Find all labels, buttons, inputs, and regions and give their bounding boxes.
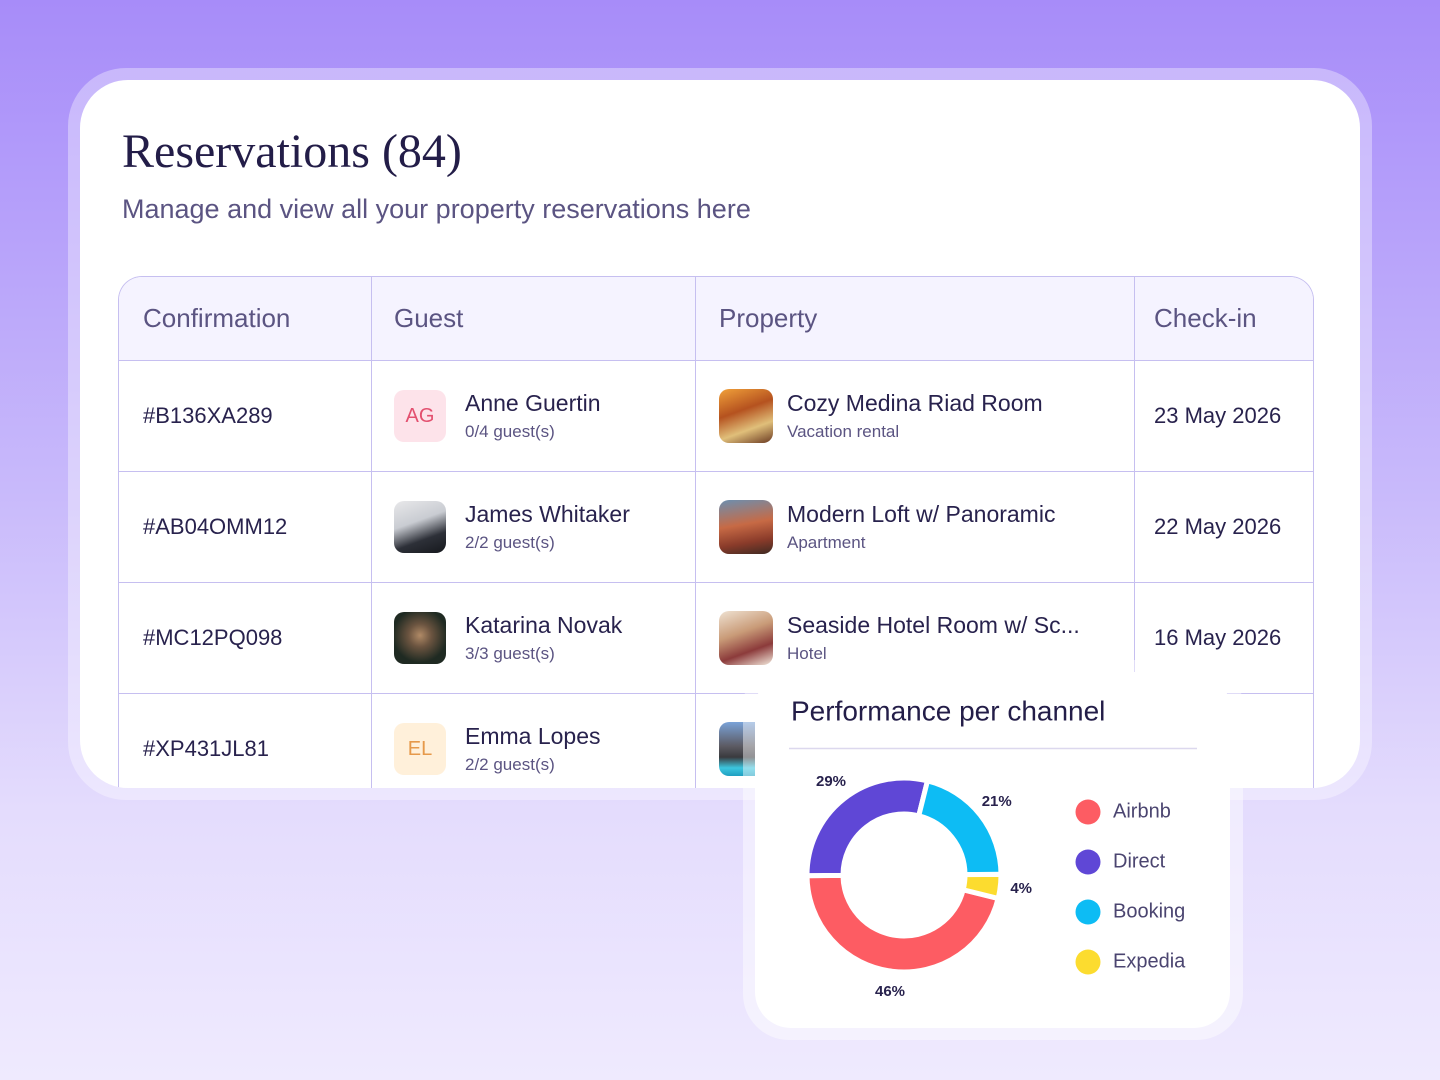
property-photo [719, 389, 773, 443]
check-in: 22 May 2026 [1134, 471, 1313, 583]
property-type: Vacation rental [787, 422, 900, 441]
property-photo [719, 611, 773, 665]
property: Seaside Hotel Room w/ Sc... Hotel [719, 611, 1133, 665]
guest-cell: EL Emma Lopes 2/2 guest(s) [371, 693, 696, 788]
legend-label: Direct [1113, 850, 1166, 872]
guest-photo [394, 501, 446, 553]
legend-label: Expedia [1113, 950, 1186, 972]
chart-card: Performance per channel 46% 29% 21% 4% Airbn… [755, 672, 1230, 1028]
reservations-card: Reservations (84) Manage and view all yo… [80, 80, 1360, 788]
property-text: Modern Loft w/ Panoramic Apartment [787, 501, 1055, 553]
value-label: 21% [982, 793, 1012, 810]
value-label: 29% [816, 773, 846, 790]
guest: EL Emma Lopes 2/2 guest(s) [394, 723, 694, 775]
property-name: Cozy Medina Riad Room [787, 390, 1043, 416]
table-row: #AB04OMM12 James Whitaker 2/2 guest(s) Mode… [119, 471, 1313, 583]
column-header: Guest [371, 277, 696, 361]
guest-name: James Whitaker [465, 501, 630, 527]
guest-count: 0/4 guest(s) [465, 422, 555, 441]
property-name: Modern Loft w/ Panoramic [787, 501, 1056, 527]
confirmation: #B136XA289 [119, 360, 372, 472]
property: Modern Loft w/ Panoramic Apartment [719, 500, 1133, 554]
legend-swatch [1075, 849, 1101, 875]
legend-label: Booking [1113, 900, 1185, 922]
donut-segment [804, 775, 931, 879]
guest-name: Anne Guertin [465, 390, 601, 416]
property-type: Hotel [787, 644, 827, 663]
guest-cell: AG Anne Guertin 0/4 guest(s) [371, 360, 696, 472]
legend-swatch [1075, 949, 1101, 975]
check-in: 23 May 2026 [1134, 360, 1313, 472]
property-photo [719, 500, 773, 554]
guest-text: James Whitaker 2/2 guest(s) [465, 501, 630, 553]
property-cell: Cozy Medina Riad Room Vacation rental [695, 360, 1135, 472]
guest-photo [394, 612, 446, 664]
table-row: #B136XA289 AG Anne Guertin 0/4 guest(s) Cozy… [119, 360, 1313, 472]
guest: Katarina Novak 3/3 guest(s) [394, 612, 694, 664]
guest-count: 3/3 guest(s) [465, 644, 555, 663]
guest-name: Katarina Novak [465, 612, 623, 638]
guest-text: Emma Lopes 2/2 guest(s) [465, 723, 601, 775]
chart-title: Performance per channel [791, 695, 1105, 726]
donut-segment [804, 872, 1002, 975]
property-type: Apartment [787, 533, 866, 552]
page-title: Reservations (84) [122, 125, 462, 178]
guest-name: Emma Lopes [465, 723, 601, 749]
guest: James Whitaker 2/2 guest(s) [394, 501, 694, 553]
guest-initials: AG [394, 390, 446, 442]
value-label: 46% [875, 983, 905, 1000]
guest: AG Anne Guertin 0/4 guest(s) [394, 390, 694, 442]
page-subtitle: Manage and view all your property reserv… [122, 194, 751, 224]
property-text: Seaside Hotel Room w/ Sc... Hotel [787, 612, 1080, 664]
column-header: Property [695, 277, 1135, 361]
guest-count: 2/2 guest(s) [465, 755, 555, 774]
guest-initials: EL [394, 723, 446, 775]
confirmation: #XP431JL81 [119, 693, 372, 788]
guest-cell: James Whitaker 2/2 guest(s) [371, 471, 696, 583]
confirmation: #AB04OMM12 [119, 471, 372, 583]
column-header: Check-in [1134, 277, 1313, 361]
guest-text: Katarina Novak 3/3 guest(s) [465, 612, 622, 664]
property-name: Seaside Hotel Room w/ Sc... [787, 612, 1080, 638]
column-header: Confirmation [119, 277, 372, 361]
guest-count: 2/2 guest(s) [465, 533, 555, 552]
guest-cell: Katarina Novak 3/3 guest(s) [371, 582, 696, 694]
value-label: 4% [1010, 880, 1032, 897]
property: Cozy Medina Riad Room Vacation rental [719, 389, 1133, 443]
chart: Performance per channel 46% 29% 21% 4% Airbn… [789, 695, 1197, 1000]
donut-segment [960, 871, 1004, 902]
legend-swatch [1075, 899, 1101, 925]
legend-label: Airbnb [1113, 800, 1171, 822]
property-cell: Modern Loft w/ Panoramic Apartment [695, 471, 1135, 583]
legend-swatch [1075, 799, 1101, 825]
guest-text: Anne Guertin 0/4 guest(s) [465, 390, 601, 442]
table-body: #B136XA289 AG Anne Guertin 0/4 guest(s) Cozy… [119, 360, 1313, 788]
confirmation: #MC12PQ098 [119, 582, 372, 694]
property-text: Cozy Medina Riad Room Vacation rental [787, 390, 1043, 442]
